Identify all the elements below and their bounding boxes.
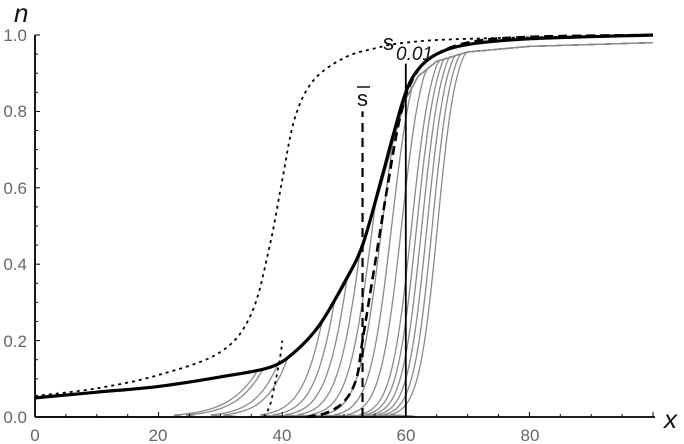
- gray-curve: [34, 41, 654, 418]
- gray-curve: [34, 41, 654, 418]
- gray-curve: [34, 41, 654, 418]
- gray-curve-family: [34, 41, 654, 418]
- svg-text:40: 40: [273, 426, 292, 444]
- dotted-step-curve: [262, 340, 284, 418]
- y-tick-labels: 0.0 0.2 0.4 0.6 0.8 1.0: [3, 26, 27, 427]
- gray-curve: [34, 41, 654, 418]
- s-001-label: s: [383, 30, 394, 55]
- gray-curve: [34, 41, 654, 418]
- dashed-curve: [306, 33, 654, 419]
- gray-curve: [34, 41, 654, 418]
- marker-lines: [361, 63, 407, 417]
- gray-curve: [34, 41, 654, 418]
- svg-text:20: 20: [149, 426, 168, 444]
- x-tick-labels: 0 20 40 60 80: [30, 426, 539, 444]
- svg-text:0.2: 0.2: [3, 332, 27, 351]
- gray-curve: [34, 41, 654, 418]
- svg-text:0.6: 0.6: [3, 179, 27, 198]
- envelope-curve: [34, 33, 654, 400]
- svg-text:1.0: 1.0: [3, 26, 27, 45]
- gray-curve: [34, 41, 654, 418]
- axes: [34, 34, 655, 418]
- gray-curve: [34, 41, 654, 418]
- main-curves: [34, 33, 654, 419]
- svg-text:80: 80: [521, 426, 540, 444]
- gray-curve: [34, 41, 654, 418]
- svg-text:0.4: 0.4: [3, 255, 27, 274]
- s-bar-label: s: [357, 86, 368, 111]
- svg-text:60: 60: [397, 426, 416, 444]
- gray-curve: [34, 41, 654, 418]
- svg-text:0: 0: [30, 426, 39, 444]
- gray-curve: [34, 41, 654, 418]
- gray-curve: [34, 41, 654, 418]
- svg-text:0.0: 0.0: [3, 408, 27, 427]
- dotted-curve: [34, 34, 654, 397]
- svg-text:0.8: 0.8: [3, 102, 27, 121]
- gray-curve: [34, 41, 654, 418]
- s-001-subscript: 0.01: [396, 44, 433, 65]
- gray-curve: [34, 41, 654, 418]
- x-axis-title: x: [662, 404, 678, 434]
- y-axis-title: n: [14, 0, 28, 28]
- gray-curve: [34, 41, 654, 418]
- gray-curve: [34, 41, 654, 418]
